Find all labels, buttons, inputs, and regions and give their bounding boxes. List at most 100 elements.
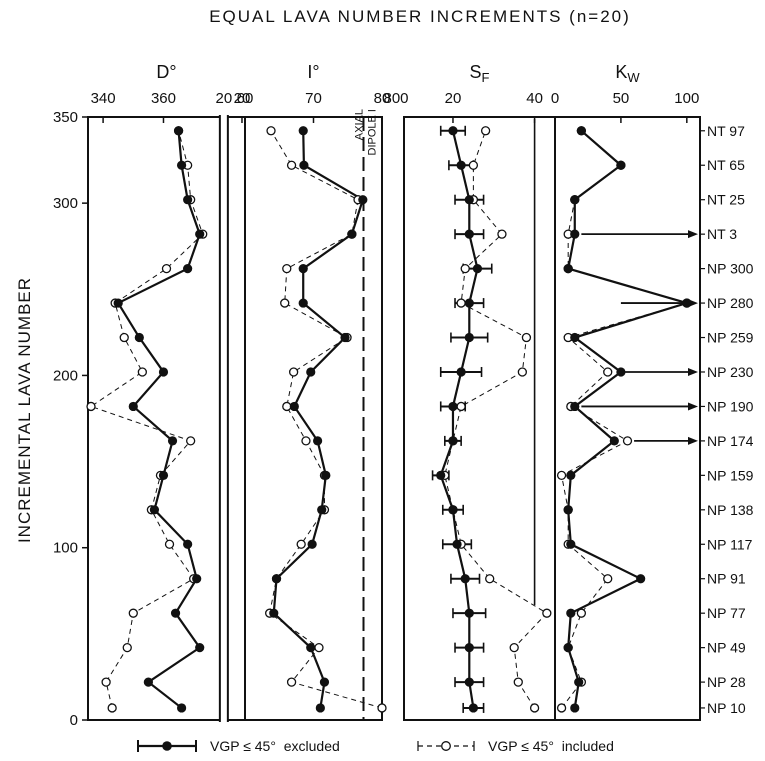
series-excluded-line bbox=[272, 130, 365, 709]
legend-label-included: VGP ≤ 45° included bbox=[488, 738, 614, 754]
y-tick-label: 350 bbox=[53, 109, 78, 126]
right-label: NP 174 bbox=[707, 433, 754, 449]
panel-2: SF 20 40 800 bbox=[383, 62, 556, 721]
panel-title: D° bbox=[156, 62, 176, 82]
point-excluded bbox=[289, 401, 299, 412]
right-label: NP 230 bbox=[707, 364, 754, 380]
series-excluded-line bbox=[116, 130, 202, 709]
axial-label: AXIAL bbox=[354, 109, 366, 140]
right-label: NP 159 bbox=[707, 467, 754, 483]
right-label: NP 259 bbox=[707, 330, 754, 346]
point-excluded bbox=[566, 470, 576, 480]
point-included bbox=[521, 332, 532, 343]
point-excluded bbox=[468, 703, 478, 713]
point-excluded bbox=[298, 264, 308, 274]
point-excluded bbox=[464, 643, 474, 653]
point-excluded bbox=[448, 126, 458, 136]
point-included bbox=[128, 608, 138, 618]
point-excluded bbox=[472, 264, 483, 274]
point-excluded bbox=[609, 436, 619, 446]
point-excluded bbox=[464, 677, 474, 687]
point-included bbox=[137, 367, 147, 377]
offscale-arrowhead bbox=[688, 367, 698, 376]
point-excluded bbox=[464, 195, 474, 205]
point-excluded bbox=[574, 677, 584, 687]
point-excluded bbox=[307, 539, 317, 549]
point-excluded bbox=[448, 401, 458, 412]
panel-title: KW bbox=[615, 62, 640, 85]
point-excluded bbox=[347, 229, 357, 239]
point-excluded bbox=[358, 195, 368, 205]
y-tick-label: 100 bbox=[53, 540, 78, 557]
point-excluded bbox=[195, 643, 205, 653]
point-included bbox=[513, 677, 523, 687]
right-label: NP 138 bbox=[707, 502, 754, 518]
point-excluded bbox=[563, 643, 573, 653]
right-label: NP 91 bbox=[707, 571, 746, 587]
chart-title: EQUAL LAVA NUMBER INCREMENTS (n=20) bbox=[209, 7, 631, 26]
point-excluded bbox=[143, 677, 153, 687]
point-excluded bbox=[616, 367, 626, 377]
x-tick-label: 70 bbox=[305, 90, 322, 107]
point-excluded bbox=[298, 298, 308, 308]
point-included bbox=[282, 263, 292, 274]
point-excluded bbox=[167, 436, 178, 446]
point-excluded bbox=[563, 264, 573, 274]
point-excluded bbox=[448, 436, 458, 446]
point-included bbox=[460, 263, 470, 274]
point-included bbox=[122, 642, 132, 653]
point-excluded bbox=[464, 332, 474, 343]
point-included bbox=[529, 703, 540, 713]
x-tick-label: 20 bbox=[445, 90, 462, 107]
point-included bbox=[556, 470, 567, 481]
point-included bbox=[161, 263, 172, 274]
point-excluded bbox=[113, 298, 123, 308]
point-included bbox=[517, 367, 528, 377]
panel-frame bbox=[554, 116, 701, 721]
x-tick-label: 100 bbox=[674, 90, 699, 107]
point-included bbox=[542, 608, 552, 618]
point-included bbox=[288, 367, 299, 377]
point-excluded bbox=[192, 574, 202, 584]
right-label: NP 117 bbox=[707, 536, 753, 552]
panel-0: D° 340 360 20 20 bbox=[86, 62, 250, 723]
point-excluded bbox=[149, 505, 160, 515]
series-included-line bbox=[89, 130, 204, 709]
point-excluded bbox=[460, 574, 470, 584]
point-included bbox=[603, 367, 613, 377]
point-excluded bbox=[315, 703, 325, 713]
point-excluded bbox=[313, 436, 323, 446]
point-excluded bbox=[456, 367, 466, 377]
right-label: NP 77 bbox=[707, 605, 746, 621]
point-included bbox=[86, 401, 96, 412]
x-tick-label: 800 bbox=[383, 90, 408, 107]
panel-frame bbox=[403, 116, 556, 721]
point-included bbox=[509, 642, 519, 653]
point-included bbox=[119, 332, 129, 343]
point-included bbox=[296, 539, 306, 549]
series-included-line bbox=[444, 130, 548, 709]
panel-title: I° bbox=[307, 62, 319, 82]
point-excluded bbox=[319, 677, 330, 687]
right-label: NT 3 bbox=[707, 226, 737, 242]
point-excluded bbox=[317, 505, 327, 515]
point-excluded bbox=[183, 539, 193, 549]
panel-1: I° 60 70 80 AXIAL DIPOLE I bbox=[237, 62, 390, 721]
dipole-label: DIPOLE I bbox=[367, 109, 379, 155]
point-excluded bbox=[183, 195, 193, 205]
point-included bbox=[101, 677, 111, 687]
point-excluded bbox=[570, 703, 580, 713]
point-excluded bbox=[340, 332, 350, 343]
point-included bbox=[556, 703, 567, 713]
point-excluded bbox=[570, 401, 580, 412]
point-excluded bbox=[183, 264, 193, 274]
x-tick-label: 50 bbox=[613, 90, 630, 107]
x-tick-label: 60 bbox=[237, 90, 254, 107]
point-excluded bbox=[299, 160, 309, 170]
x-tick-label: 360 bbox=[151, 90, 176, 107]
point-included bbox=[377, 703, 387, 713]
point-excluded bbox=[269, 608, 279, 618]
point-included bbox=[286, 677, 297, 687]
point-included bbox=[107, 703, 117, 713]
